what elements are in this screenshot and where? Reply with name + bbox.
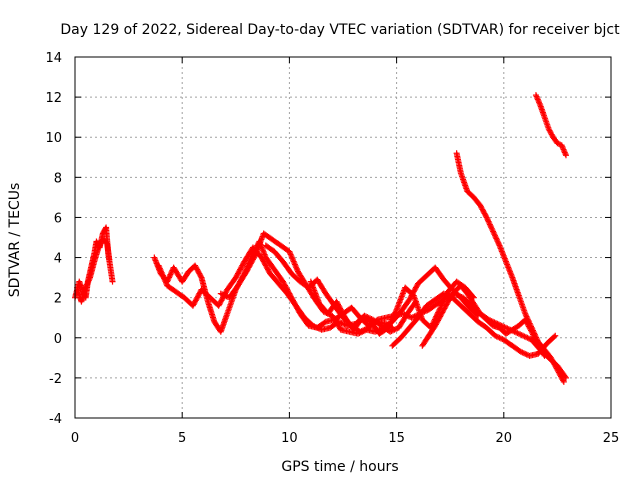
data-point <box>390 313 397 320</box>
data-point <box>560 377 567 384</box>
axis-ticks: 0 5 10 15 20 25 -4 -2 0 2 4 6 8 10 12 14 <box>45 51 619 446</box>
data-point <box>386 321 393 328</box>
y-tick-label: 8 <box>54 171 62 186</box>
data-point <box>388 316 395 323</box>
series-arc-7 <box>307 278 477 337</box>
x-axis-label: GPS time / hours <box>281 459 398 475</box>
data-point <box>387 319 394 326</box>
data-point <box>482 213 489 220</box>
plot-frame <box>74 56 612 419</box>
data-point <box>109 278 116 285</box>
series-arc-9 <box>419 282 548 359</box>
y-tick-label: -4 <box>49 412 62 427</box>
data-point <box>552 332 559 339</box>
data-point <box>392 308 399 315</box>
data-point <box>106 256 113 263</box>
chart-title: Day 129 of 2022, Sidereal Day-to-day VTE… <box>60 22 620 38</box>
data-point <box>390 312 397 319</box>
x-tick-label: 25 <box>603 431 620 446</box>
y-tick-label: 12 <box>45 91 62 106</box>
series-arc-8 <box>389 290 559 359</box>
data-point <box>387 320 394 327</box>
data-point <box>392 309 399 316</box>
y-tick-label: 6 <box>54 211 62 226</box>
data-point <box>560 378 567 385</box>
y-axis-label: SDTVAR / TECUs <box>7 183 23 298</box>
grid-lines <box>75 57 611 418</box>
data-points <box>72 92 569 385</box>
data-point <box>551 333 558 340</box>
data-point <box>385 324 392 331</box>
data-point <box>385 323 392 330</box>
y-tick-label: 14 <box>45 51 62 66</box>
data-point <box>321 319 328 326</box>
x-tick-label: 20 <box>496 431 513 446</box>
data-point <box>251 253 258 260</box>
data-point <box>562 152 569 159</box>
series-arc-10 <box>453 150 567 385</box>
x-tick-label: 10 <box>281 431 298 446</box>
y-tick-label: 10 <box>45 131 62 146</box>
data-point <box>388 317 395 324</box>
x-tick-label: 15 <box>388 431 405 446</box>
series-arc-2 <box>74 236 113 305</box>
y-tick-label: 2 <box>54 292 62 307</box>
y-tick-label: 0 <box>54 332 62 347</box>
data-point <box>389 315 396 322</box>
y-tick-label: 4 <box>54 252 62 267</box>
data-point <box>391 310 398 317</box>
x-tick-label: 0 <box>71 431 79 446</box>
x-tick-label: 5 <box>178 431 186 446</box>
series-arc-11 <box>532 92 569 159</box>
y-tick-label: -2 <box>49 372 62 387</box>
data-point <box>197 273 204 280</box>
